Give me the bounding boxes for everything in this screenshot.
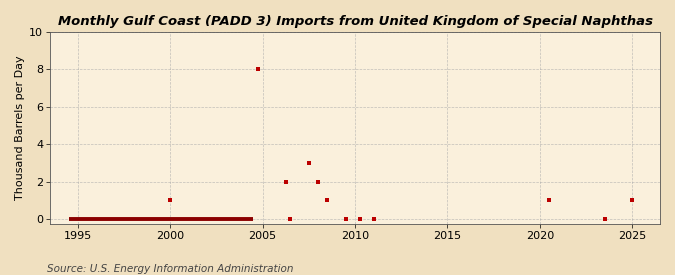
Point [627,198,638,203]
Point [368,217,379,221]
Point [313,180,323,184]
Point [354,217,365,221]
Point [599,217,610,221]
Text: Source: U.S. Energy Information Administration: Source: U.S. Energy Information Administ… [47,264,294,274]
Point [252,67,263,72]
Y-axis label: Thousand Barrels per Day: Thousand Barrels per Day [15,56,25,200]
Point [280,180,291,184]
Point [304,161,315,165]
Point [285,217,296,221]
Point [543,198,554,203]
Point [340,217,351,221]
Point [322,198,333,203]
Point [165,198,176,203]
Title: Monthly Gulf Coast (PADD 3) Imports from United Kingdom of Special Naphthas: Monthly Gulf Coast (PADD 3) Imports from… [57,15,653,28]
